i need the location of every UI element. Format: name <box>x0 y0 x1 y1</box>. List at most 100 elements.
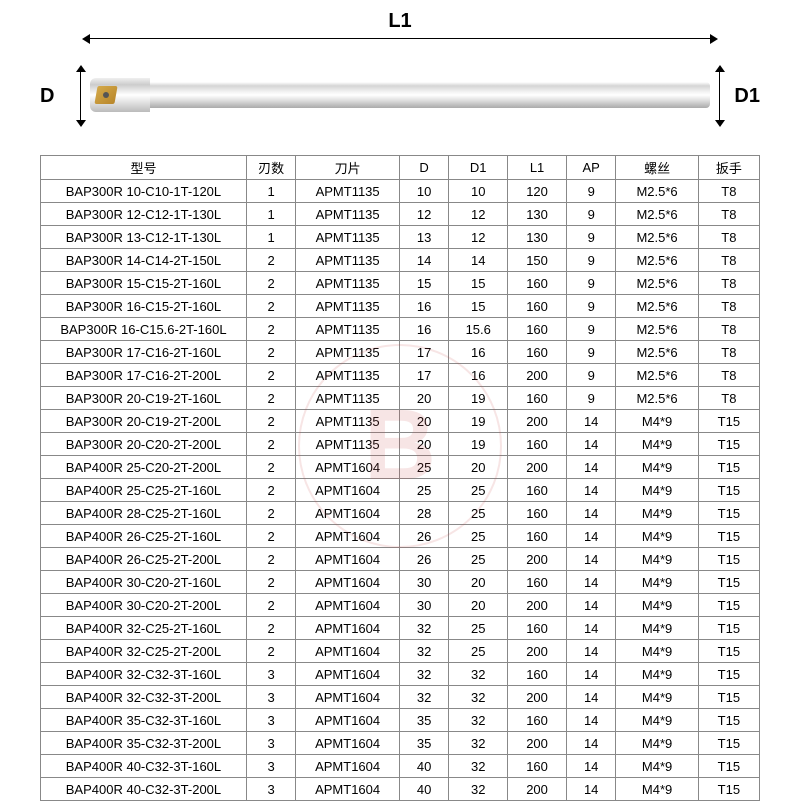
cell-insert: APMT1135 <box>296 203 400 226</box>
cell-teeth: 2 <box>246 548 295 571</box>
cell-ap: 14 <box>566 548 615 571</box>
cell-model: BAP300R 16-C15.6-2T-160L <box>41 318 247 341</box>
cell-teeth: 2 <box>246 502 295 525</box>
d1-dimension-arrow <box>719 72 720 120</box>
cell-ap: 14 <box>566 617 615 640</box>
cell-d: 32 <box>399 640 448 663</box>
cell-insert: APMT1135 <box>296 180 400 203</box>
cell-insert: APMT1135 <box>296 249 400 272</box>
cell-model: BAP300R 16-C15-2T-160L <box>41 295 247 318</box>
cell-insert: APMT1135 <box>296 272 400 295</box>
cell-wrench: T15 <box>698 525 759 548</box>
cell-l1: 160 <box>508 709 567 732</box>
cell-teeth: 2 <box>246 295 295 318</box>
cell-l1: 160 <box>508 502 567 525</box>
cell-d: 26 <box>399 525 448 548</box>
cell-d1: 32 <box>449 755 508 778</box>
table-row: BAP300R 12-C12-1T-130L1APMT113512121309M… <box>41 203 760 226</box>
cell-teeth: 1 <box>246 180 295 203</box>
cell-wrench: T15 <box>698 755 759 778</box>
cell-wrench: T15 <box>698 594 759 617</box>
table-row: BAP300R 13-C12-1T-130L1APMT113513121309M… <box>41 226 760 249</box>
cell-teeth: 2 <box>246 387 295 410</box>
cell-model: BAP300R 15-C15-2T-160L <box>41 272 247 295</box>
cell-d1: 12 <box>449 226 508 249</box>
cell-model: BAP400R 25-C25-2T-160L <box>41 479 247 502</box>
cell-d: 20 <box>399 433 448 456</box>
header-l1: L1 <box>508 156 567 180</box>
cell-insert: APMT1604 <box>296 525 400 548</box>
cell-l1: 200 <box>508 364 567 387</box>
table-row: BAP300R 14-C14-2T-150L2APMT113514141509M… <box>41 249 760 272</box>
cell-model: BAP300R 17-C16-2T-200L <box>41 364 247 387</box>
cell-d: 13 <box>399 226 448 249</box>
cell-ap: 9 <box>566 341 615 364</box>
table-row: BAP300R 17-C16-2T-200L2APMT113517162009M… <box>41 364 760 387</box>
cell-ap: 9 <box>566 180 615 203</box>
cell-d1: 25 <box>449 525 508 548</box>
cell-screw: M4*9 <box>616 479 698 502</box>
cell-ap: 14 <box>566 525 615 548</box>
cell-ap: 14 <box>566 640 615 663</box>
cell-d: 20 <box>399 410 448 433</box>
spec-table: 型号 刃数 刀片 D D1 L1 AP 螺丝 扳手 BAP300R 10-C10… <box>40 155 760 801</box>
cell-insert: APMT1135 <box>296 410 400 433</box>
cell-model: BAP400R 32-C32-3T-200L <box>41 686 247 709</box>
cell-screw: M4*9 <box>616 686 698 709</box>
cell-wrench: T15 <box>698 456 759 479</box>
cell-insert: APMT1604 <box>296 571 400 594</box>
cell-l1: 160 <box>508 571 567 594</box>
cell-l1: 160 <box>508 433 567 456</box>
cell-d: 10 <box>399 180 448 203</box>
cell-ap: 14 <box>566 778 615 801</box>
cell-l1: 200 <box>508 686 567 709</box>
cell-ap: 9 <box>566 272 615 295</box>
cell-model: BAP400R 40-C32-3T-200L <box>41 778 247 801</box>
table-row: BAP400R 32-C32-3T-200L3APMT1604323220014… <box>41 686 760 709</box>
cell-screw: M4*9 <box>616 525 698 548</box>
cell-teeth: 1 <box>246 203 295 226</box>
cell-ap: 9 <box>566 387 615 410</box>
cell-teeth: 3 <box>246 709 295 732</box>
cell-d: 32 <box>399 663 448 686</box>
cell-d: 12 <box>399 203 448 226</box>
cell-screw: M4*9 <box>616 571 698 594</box>
header-insert: 刀片 <box>296 156 400 180</box>
cell-wrench: T15 <box>698 709 759 732</box>
cell-l1: 130 <box>508 203 567 226</box>
cell-model: BAP400R 28-C25-2T-160L <box>41 502 247 525</box>
table-row: BAP400R 35-C32-3T-200L3APMT1604353220014… <box>41 732 760 755</box>
table-row: BAP400R 32-C25-2T-200L2APMT1604322520014… <box>41 640 760 663</box>
cell-model: BAP400R 32-C25-2T-200L <box>41 640 247 663</box>
cell-screw: M4*9 <box>616 594 698 617</box>
cell-screw: M2.5*6 <box>616 272 698 295</box>
table-row: BAP400R 35-C32-3T-160L3APMT1604353216014… <box>41 709 760 732</box>
cell-l1: 160 <box>508 755 567 778</box>
cell-screw: M2.5*6 <box>616 341 698 364</box>
cell-wrench: T8 <box>698 341 759 364</box>
cell-model: BAP400R 26-C25-2T-200L <box>41 548 247 571</box>
cell-d: 20 <box>399 387 448 410</box>
cell-l1: 120 <box>508 180 567 203</box>
cell-teeth: 3 <box>246 686 295 709</box>
table-row: BAP400R 40-C32-3T-200L3APMT1604403220014… <box>41 778 760 801</box>
cell-d1: 16 <box>449 364 508 387</box>
cell-insert: APMT1604 <box>296 663 400 686</box>
cell-l1: 200 <box>508 594 567 617</box>
cell-d1: 25 <box>449 640 508 663</box>
cell-d1: 20 <box>449 594 508 617</box>
cell-ap: 9 <box>566 318 615 341</box>
cell-d: 17 <box>399 341 448 364</box>
cell-model: BAP400R 32-C32-3T-160L <box>41 663 247 686</box>
table-row: BAP300R 16-C15-2T-160L2APMT113516151609M… <box>41 295 760 318</box>
cell-insert: APMT1604 <box>296 709 400 732</box>
cell-screw: M4*9 <box>616 502 698 525</box>
cell-d1: 12 <box>449 203 508 226</box>
cell-d: 15 <box>399 272 448 295</box>
cell-ap: 9 <box>566 249 615 272</box>
cell-ap: 14 <box>566 456 615 479</box>
cell-ap: 14 <box>566 410 615 433</box>
cell-l1: 160 <box>508 479 567 502</box>
cell-l1: 160 <box>508 295 567 318</box>
cell-screw: M4*9 <box>616 709 698 732</box>
